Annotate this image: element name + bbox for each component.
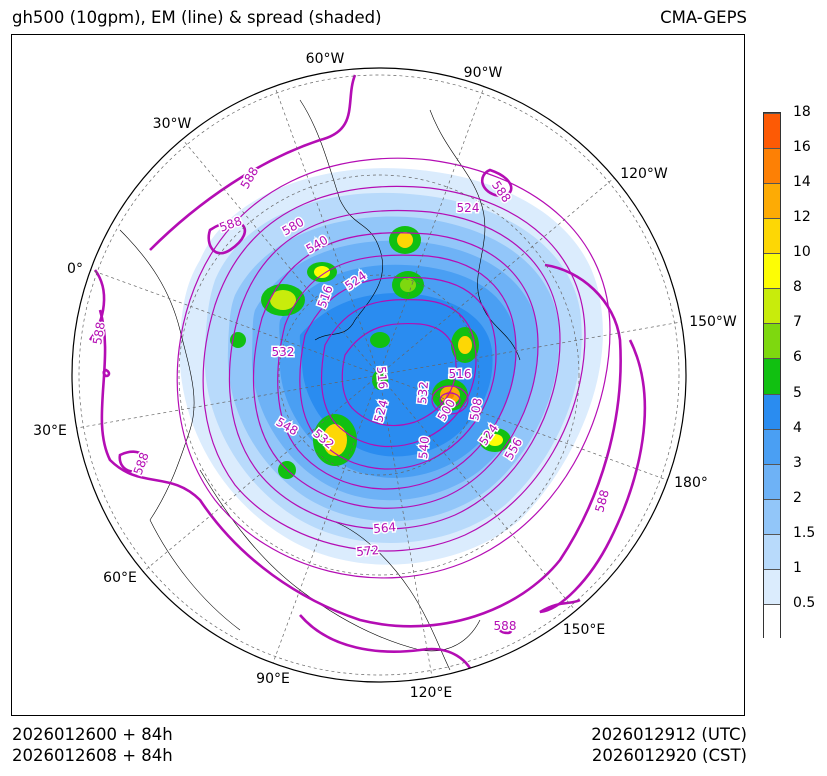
contour-label: 532	[415, 381, 431, 405]
colorbar-segment	[764, 323, 780, 359]
colorbar-segment	[764, 253, 780, 289]
map-frame	[11, 34, 745, 716]
longitude-label: 180°	[674, 475, 708, 491]
colorbar-tick-label: 2	[793, 489, 802, 506]
contour-label: 524	[457, 201, 480, 215]
colorbar-tick-label: 12	[793, 209, 811, 226]
contour-label: 564	[373, 520, 397, 536]
valid-time: 2026012912 (UTC) 2026012920 (CST)	[591, 724, 747, 766]
colorbar-tick-label: 6	[793, 349, 802, 366]
valid-time-utc: 2026012912 (UTC)	[591, 725, 747, 744]
init-time: 2026012600 + 84h 2026012608 + 84h	[12, 724, 173, 766]
init-time-cst: 2026012608 + 84h	[12, 746, 173, 765]
colorbar-tick-label: 18	[793, 104, 811, 120]
colorbar-tick-label: 8	[793, 279, 802, 296]
longitude-label: 30°E	[33, 423, 67, 439]
contour-label: 508	[467, 397, 485, 422]
colorbar-segment	[764, 183, 780, 219]
graticule	[76, 74, 682, 678]
coastlines	[119, 99, 521, 671]
longitude-label: 0°	[67, 261, 83, 277]
colorbar-segment	[764, 568, 780, 604]
colorbar-segment	[764, 533, 780, 569]
longitude-label: 30°W	[153, 116, 192, 132]
longitude-label: 90°W	[464, 65, 503, 81]
contour-label: 572	[356, 543, 380, 559]
longitude-label: 60°W	[306, 51, 345, 67]
contour-label: 588	[494, 619, 517, 633]
colorbar-segment	[764, 393, 780, 429]
map-boundary	[71, 67, 687, 683]
init-time-utc: 2026012600 + 84h	[12, 725, 173, 744]
colorbar-tick-label: 7	[793, 314, 802, 331]
colorbar-tick-label: 1.5	[793, 524, 816, 541]
contour-label: 516	[374, 366, 390, 390]
colorbar-tick-label: 4	[793, 419, 802, 436]
model-name: CMA-GEPS	[660, 8, 747, 27]
colorbar-segment	[764, 218, 780, 254]
contour-label: 540	[416, 436, 432, 460]
colorbar-tick-label: 14	[793, 174, 811, 191]
contour-label: 532	[272, 345, 295, 359]
colorbar-segment	[764, 113, 780, 149]
colorbar-segment	[764, 603, 780, 639]
colorbar-tick-label: 3	[793, 454, 802, 471]
valid-time-cst: 2026012920 (CST)	[591, 746, 747, 765]
contour-label: 516	[449, 367, 472, 381]
contour-label: 588	[131, 450, 152, 476]
colorbar-segment	[764, 463, 780, 499]
colorbar-segment	[764, 148, 780, 184]
colorbar-tick-label: 16	[793, 139, 811, 156]
colorbar-segment	[764, 358, 780, 394]
colorbar-tick-label: 5	[793, 384, 802, 401]
longitude-label: 120°E	[410, 685, 453, 701]
colorbar-segment	[764, 498, 780, 534]
longitude-label: 90°E	[256, 671, 290, 687]
colorbar-segment	[764, 428, 780, 464]
chart-title: gh500 (10gpm), EM (line) & spread (shade…	[12, 8, 382, 27]
longitude-label-group: 60°W 90°W 30°W 120°W 0° 150°W 30°E 180° 60°E 150°…	[33, 51, 737, 701]
colorbar	[763, 112, 781, 639]
contour-label: 588	[90, 321, 108, 346]
longitude-label: 60°E	[103, 570, 137, 586]
colorbar-tick-label: 0.5	[793, 594, 816, 611]
colorbar-segment	[764, 288, 780, 324]
colorbar-tick-label: 10	[793, 244, 811, 261]
longitude-label: 150°E	[563, 622, 606, 638]
colorbar-tick-label: 1	[793, 559, 802, 576]
height-contours	[88, 74, 647, 681]
longitude-label: 150°W	[689, 314, 737, 330]
longitude-label: 120°W	[620, 166, 668, 182]
